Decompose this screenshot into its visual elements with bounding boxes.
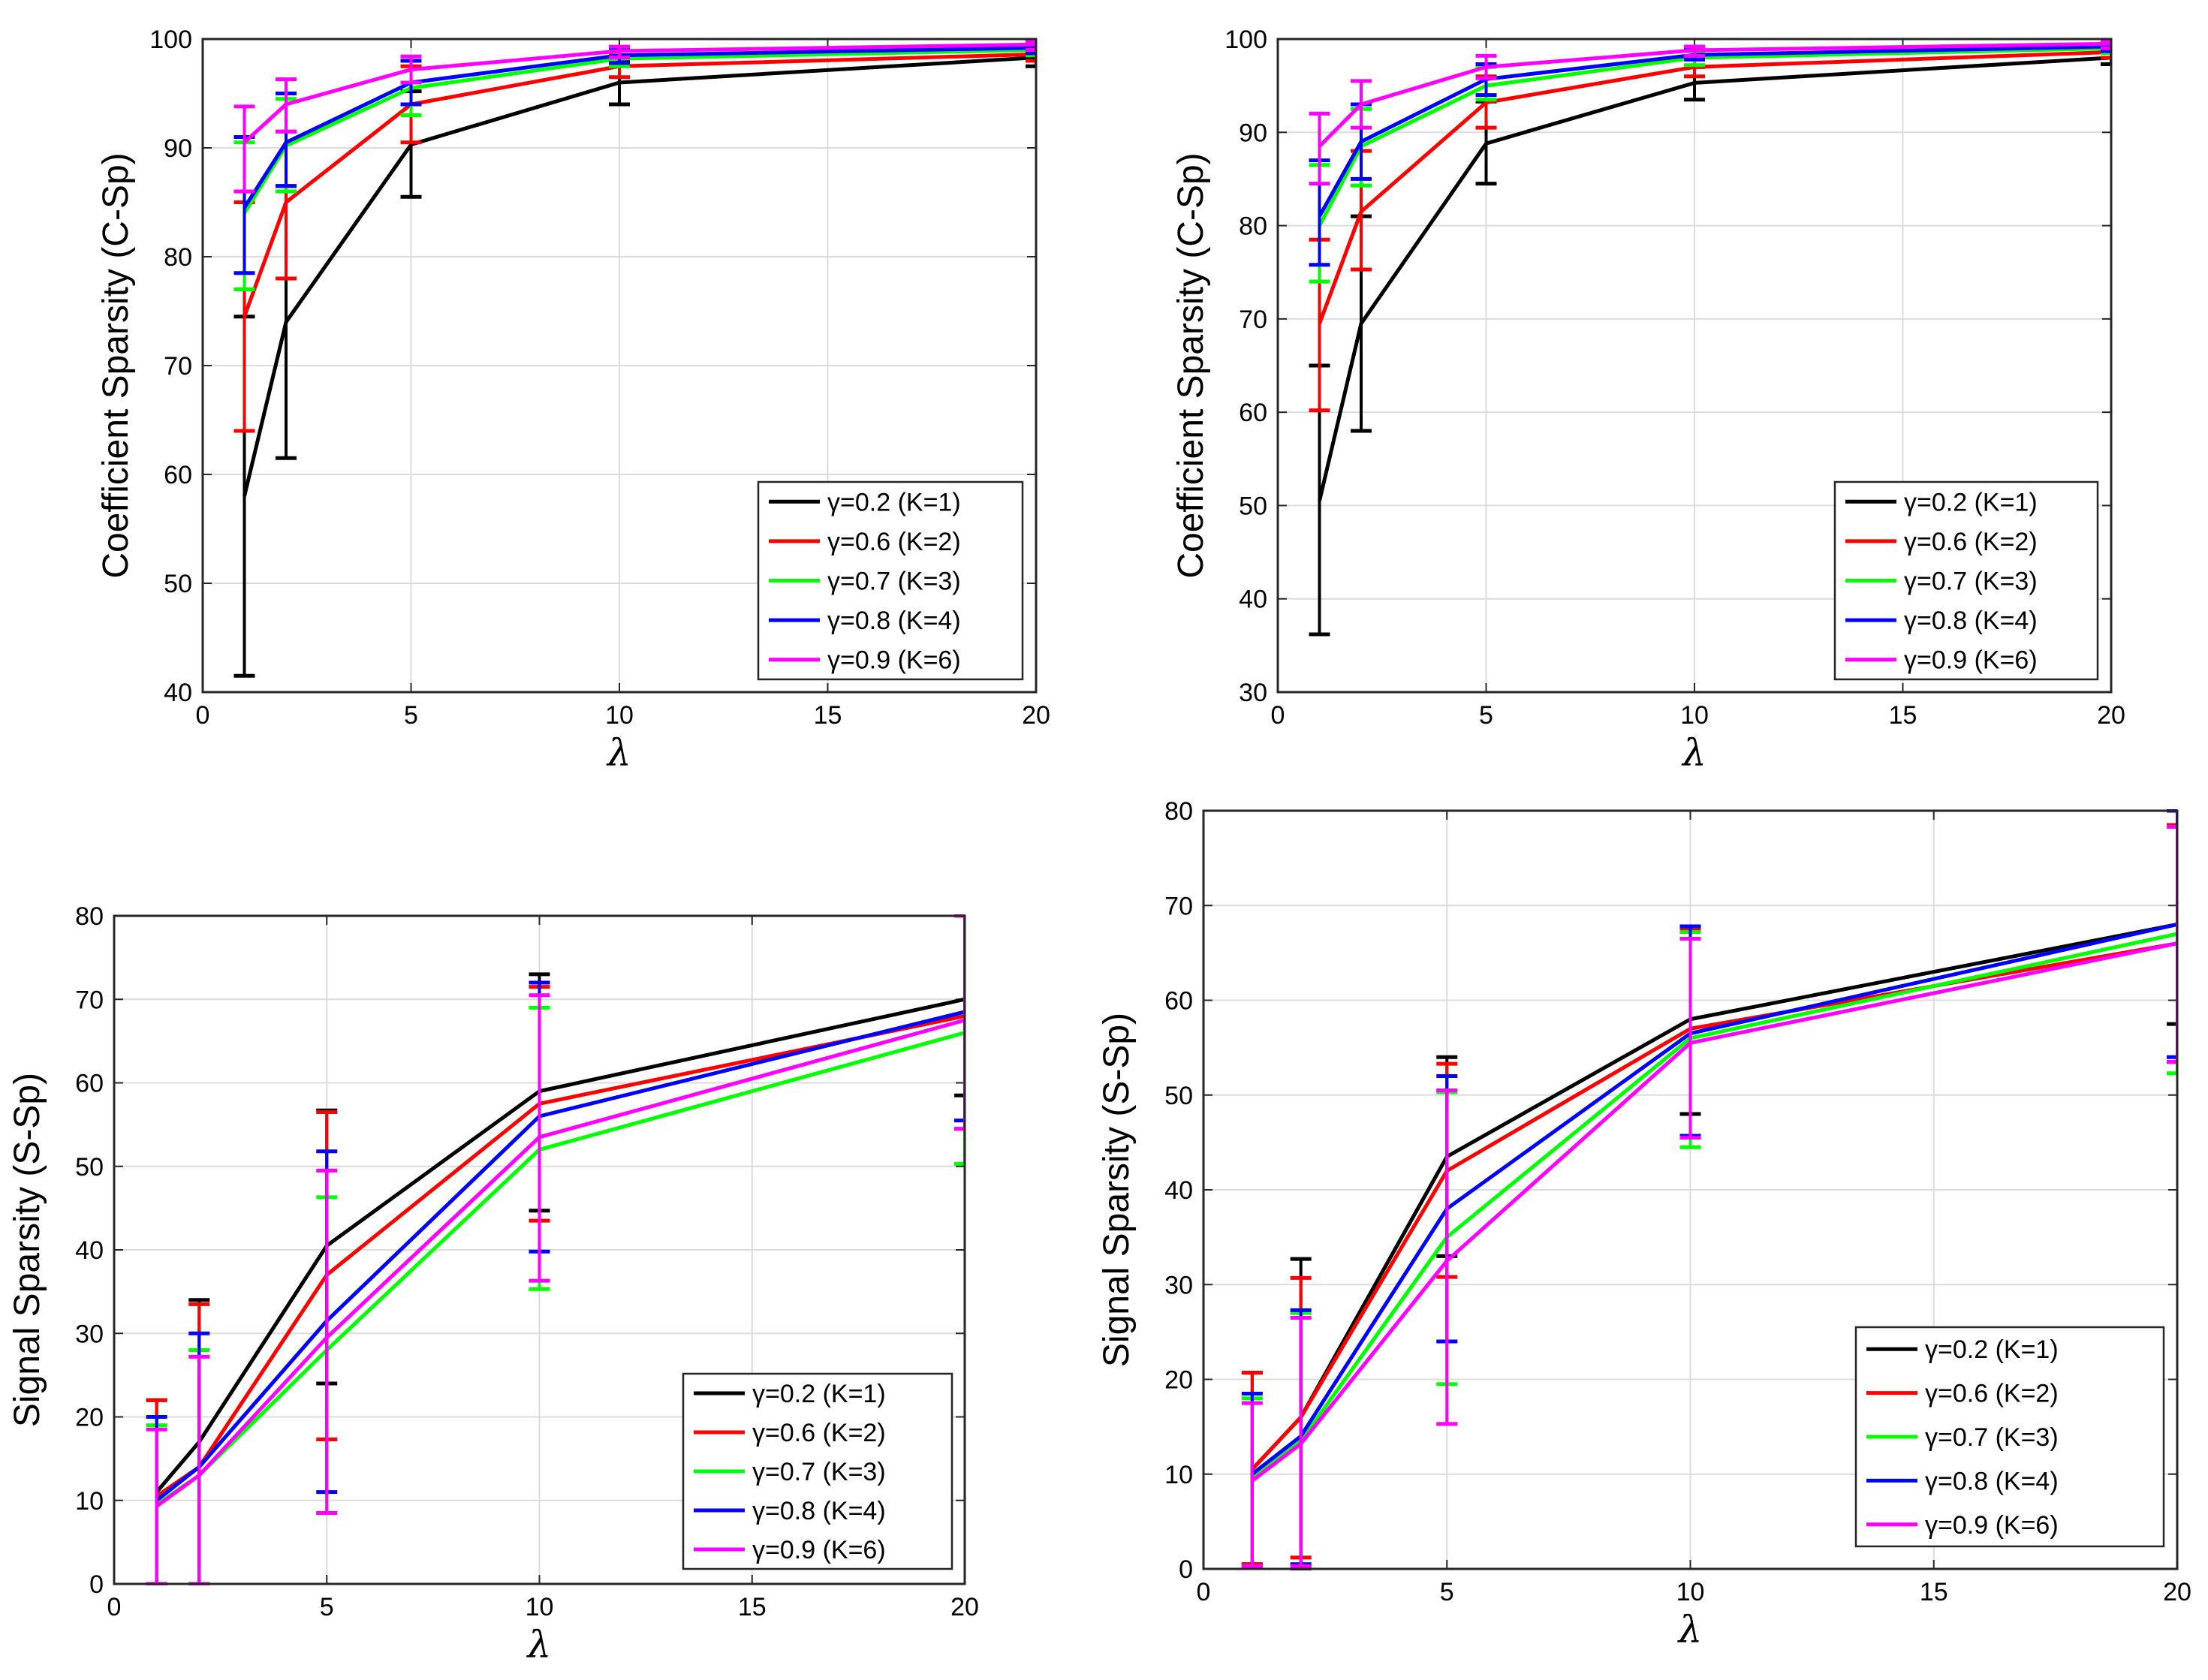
x-tick-label: 20 — [2097, 701, 2125, 730]
y-tick-label: 20 — [1164, 1366, 1193, 1395]
x-tick-label: 20 — [1022, 701, 1050, 730]
y-axis-label: Coefficient Sparsity (C-Sp) — [96, 152, 136, 578]
y-axis-label: Signal Sparsity (S-Sp) — [8, 1073, 47, 1427]
legend: γ=0.2 (K=1) γ=0.6 (K=2) γ=0.7 (K=3) γ=0.8 (… — [1854, 1326, 2165, 1548]
y-tick-label: 100 — [1224, 26, 1267, 54]
series-group — [233, 39, 1036, 678]
y-tick-label: 40 — [164, 679, 192, 707]
legend-label-4: γ=0.8 (K=4) — [752, 1497, 886, 1525]
y-tick-label: 30 — [1239, 679, 1267, 707]
legend-label-1: γ=0.2 (K=1) — [1925, 1335, 2059, 1364]
legend-label-3: γ=0.7 (K=3) — [752, 1458, 886, 1486]
axes-frame — [201, 38, 1038, 694]
y-tick-label: 40 — [1164, 1176, 1193, 1205]
y-tick-label: 40 — [1239, 586, 1267, 614]
y-tick-label: 90 — [1239, 119, 1267, 147]
legend: γ=0.2 (K=1) γ=0.6 (K=2) γ=0.7 (K=3) γ=0.8 (… — [682, 1372, 953, 1570]
y-tick-label: 10 — [1164, 1461, 1193, 1489]
x-axis-label: λ — [1677, 1608, 1703, 1651]
y-tick-label: 90 — [164, 134, 192, 163]
x-tick-label: 15 — [814, 701, 842, 730]
legend-label-3: γ=0.7 (K=3) — [827, 568, 961, 596]
axes-frame — [113, 914, 966, 1585]
x-tick-label: 10 — [605, 701, 634, 730]
legend-label-4: γ=0.8 (K=4) — [1904, 607, 2038, 635]
y-tick-label: 60 — [75, 1070, 104, 1098]
x-tick-label: 5 — [1440, 1578, 1454, 1606]
legend-label-1: γ=0.2 (K=1) — [752, 1380, 886, 1408]
y-tick-label: 50 — [1239, 492, 1267, 520]
y-axis-label: Coefficient Sparsity (C-Sp) — [1171, 152, 1211, 578]
legend-label-4: γ=0.8 (K=4) — [827, 607, 961, 635]
x-axis-label: λ — [1681, 731, 1706, 775]
y-tick-label: 60 — [1239, 399, 1267, 427]
x-tick-label: 15 — [1920, 1578, 1948, 1606]
series-group — [1309, 38, 2111, 637]
x-tick-label: 10 — [1680, 701, 1709, 730]
y-tick-label: 70 — [1239, 306, 1267, 334]
x-tick-label: 0 — [1197, 1578, 1211, 1606]
legend-label-5: γ=0.9 (K=6) — [752, 1536, 886, 1564]
x-axis-label: λ — [606, 731, 631, 775]
chart-panel-bottom-left: 0 5 10 15 20 0 10 20 30 40 50 60 70 80 λ Signal Sparsit… — [8, 902, 979, 1666]
y-axis-label: Signal Sparsity (S-Sp) — [1097, 1013, 1137, 1367]
series-group — [1241, 809, 2177, 1570]
y-tick-label: 0 — [89, 1570, 104, 1599]
y-tick-label: 70 — [75, 986, 104, 1014]
y-tick-label: 0 — [1179, 1555, 1193, 1584]
y-tick-label: 20 — [75, 1404, 104, 1432]
x-tick-label: 0 — [1271, 701, 1285, 730]
chart-panel-top-left: 0 5 10 15 20 40 50 60 70 80 90 100 λ Coefficient Spar… — [96, 26, 1050, 775]
y-tick-label: 70 — [1164, 892, 1193, 920]
y-tick-label: 30 — [1164, 1271, 1193, 1299]
x-tick-label: 0 — [107, 1593, 122, 1621]
legend-label-1: γ=0.2 (K=1) — [1904, 488, 2038, 516]
chart-panel-top-right: 0 5 10 15 20 30 40 50 60 70 80 90 100 λ Coefficient Sp… — [1171, 26, 2125, 775]
x-axis-label: λ — [526, 1623, 552, 1666]
x-tick-label: 20 — [2163, 1578, 2191, 1606]
legend-label-1: γ=0.2 (K=1) — [827, 488, 961, 516]
y-tick-label: 60 — [1164, 987, 1193, 1016]
legend: γ=0.2 (K=1) γ=0.6 (K=2) γ=0.7 (K=3) γ=0.8 (… — [757, 480, 1024, 681]
y-tick-label: 80 — [1164, 797, 1193, 826]
y-tick-label: 60 — [164, 461, 192, 489]
series-group — [146, 914, 965, 1585]
y-tick-label: 50 — [164, 570, 192, 598]
y-tick-label: 80 — [164, 243, 192, 272]
x-tick-label: 10 — [1676, 1578, 1705, 1606]
y-tick-label: 80 — [75, 902, 104, 931]
x-tick-label: 20 — [950, 1593, 979, 1621]
y-tick-label: 70 — [164, 352, 192, 381]
legend-label-5: γ=0.9 (K=6) — [827, 646, 961, 675]
legend-label-2: γ=0.6 (K=2) — [752, 1419, 886, 1447]
y-tick-label: 50 — [75, 1153, 104, 1182]
legend-label-2: γ=0.6 (K=2) — [827, 528, 961, 556]
y-tick-label: 10 — [75, 1487, 104, 1516]
y-tick-label: 100 — [149, 26, 192, 54]
chart-panel-bottom-right: 0 5 10 15 20 0 10 20 30 40 50 60 70 80 λ Signal Sparsit… — [1097, 797, 2191, 1651]
axes-frame — [1276, 38, 2113, 694]
y-tick-label: 80 — [1239, 212, 1267, 241]
y-tick-label: 50 — [1164, 1082, 1193, 1110]
x-tick-label: 0 — [196, 701, 210, 730]
x-tick-label: 5 — [404, 701, 418, 730]
legend-label-2: γ=0.6 (K=2) — [1904, 528, 2038, 556]
legend-label-3: γ=0.7 (K=3) — [1925, 1423, 2059, 1452]
legend-label-3: γ=0.7 (K=3) — [1904, 568, 2038, 596]
x-tick-label: 10 — [526, 1593, 554, 1621]
y-tick-label: 30 — [75, 1320, 104, 1348]
x-tick-label: 5 — [1479, 701, 1493, 730]
x-tick-label: 15 — [1889, 701, 1917, 730]
y-tick-label: 40 — [75, 1236, 104, 1265]
legend-label-2: γ=0.6 (K=2) — [1925, 1380, 2059, 1408]
legend-label-5: γ=0.9 (K=6) — [1925, 1511, 2059, 1540]
axes-frame — [1202, 809, 2179, 1570]
x-tick-label: 15 — [738, 1593, 767, 1621]
legend-label-4: γ=0.8 (K=4) — [1925, 1467, 2059, 1495]
legend: γ=0.2 (K=1) γ=0.6 (K=2) γ=0.7 (K=3) γ=0.8 (… — [1833, 480, 2099, 681]
x-tick-label: 5 — [320, 1593, 334, 1621]
legend-label-5: γ=0.9 (K=6) — [1904, 646, 2038, 675]
